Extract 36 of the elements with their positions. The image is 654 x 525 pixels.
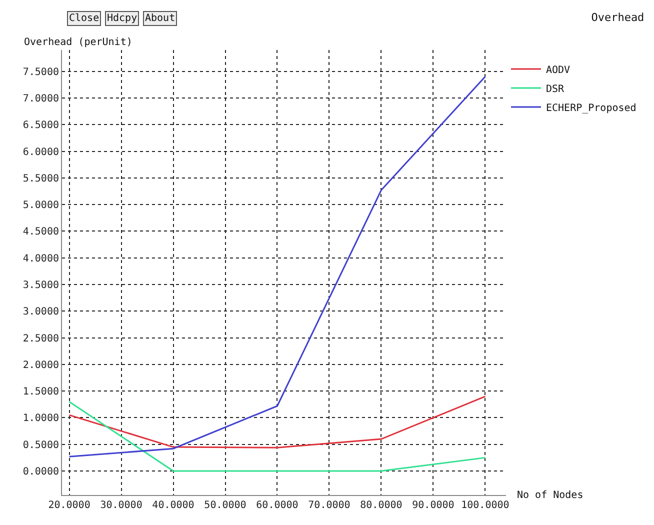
y-tick-label: 4.5000 <box>22 226 59 238</box>
x-tick-label: 90.0000 <box>412 500 454 511</box>
y-tick-label: 1.0000 <box>22 413 59 424</box>
text: Hdcpy <box>107 13 138 24</box>
line-series <box>68 76 486 458</box>
x-tick-label: 60.0000 <box>256 500 298 511</box>
text: About <box>145 13 176 24</box>
x-tick-label: 50.0000 <box>204 500 246 511</box>
legend-label: AODV <box>546 64 570 76</box>
text: Overhead <box>591 10 644 24</box>
y-tick-label: 3.5000 <box>22 280 59 291</box>
x-tick-label: 100.0000 <box>461 500 510 511</box>
x-tick-label: 80.0000 <box>360 500 402 511</box>
y-tick-label: 2.0000 <box>22 360 59 371</box>
y-tick-label: 0.0000 <box>22 466 59 478</box>
y-axis-title: Overhead (perUnit) <box>24 37 132 48</box>
y-tick-label: 5.5000 <box>22 173 59 184</box>
legend-label: DSR <box>546 84 566 95</box>
y-tick-label: 3.0000 <box>22 306 59 318</box>
y-tick-label: 5.0000 <box>22 200 59 212</box>
y-tick-label: 1.5000 <box>22 386 59 398</box>
y-tick-label: 6.0000 <box>22 146 59 158</box>
line-series <box>68 396 486 448</box>
y-tick-label: 0.5000 <box>22 440 59 451</box>
x-axis-title: No of Nodes <box>517 490 584 501</box>
legend-label: ECHERP_Proposed <box>546 102 636 114</box>
y-tick-label: 6.5000 <box>22 120 59 132</box>
y-tick-label: 7.5000 <box>22 66 59 78</box>
x-tick-label: 30.0000 <box>100 500 142 511</box>
x-tick-label: 20.0000 <box>48 500 90 511</box>
y-tick-label: 7.0000 <box>22 93 59 104</box>
y-tick-label: 2.5000 <box>22 333 59 344</box>
x-tick-label: 70.0000 <box>308 500 350 511</box>
y-tick-label: 4.0000 <box>22 253 59 264</box>
text: Close <box>69 13 100 24</box>
x-tick-label: 40.0000 <box>152 500 194 511</box>
